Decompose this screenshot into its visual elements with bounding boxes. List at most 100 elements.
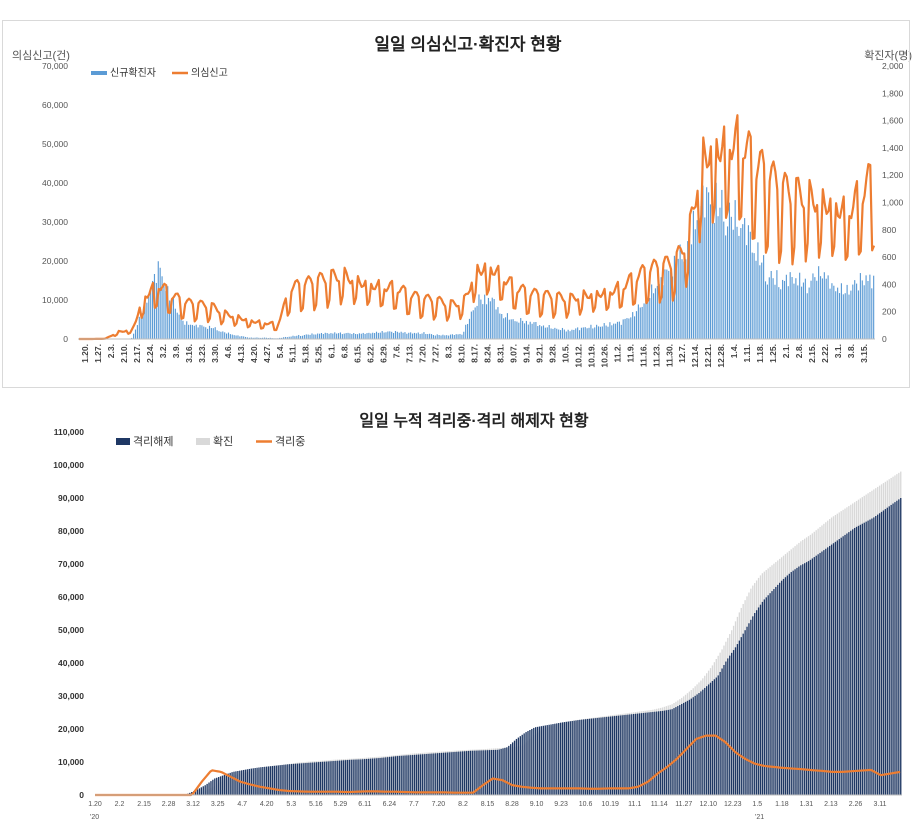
released-bar — [898, 499, 899, 795]
released-bar — [589, 719, 590, 795]
released-bar — [391, 757, 392, 795]
released-bar — [408, 755, 409, 795]
released-bar — [324, 762, 325, 795]
released-bar — [771, 591, 772, 795]
released-bar — [573, 721, 574, 795]
released-bar — [839, 539, 840, 795]
released-bar — [368, 759, 369, 795]
released-bar — [583, 719, 584, 795]
released-bar — [862, 524, 863, 795]
released-bar — [564, 722, 565, 795]
released-bar — [768, 595, 769, 795]
released-bar — [877, 515, 878, 795]
released-bar — [806, 562, 807, 795]
released-bar — [804, 563, 805, 795]
released-bar — [443, 753, 444, 795]
released-bar — [791, 572, 792, 795]
released-bar — [272, 766, 273, 795]
x-tick-label: 4.20 — [260, 801, 274, 808]
released-bar — [558, 723, 559, 795]
released-bar — [222, 776, 223, 795]
legend-label-isolated: 격리중 — [275, 435, 305, 448]
released-bar — [541, 726, 542, 795]
released-bar — [625, 715, 626, 795]
released-bar — [629, 714, 630, 795]
released-bar — [867, 521, 868, 795]
released-bar — [693, 697, 694, 795]
released-bar — [833, 543, 834, 795]
released-bar — [468, 751, 469, 795]
year-label-2021: '21 — [755, 814, 764, 821]
released-bar — [253, 768, 254, 795]
x-tick-label: 6.24 — [383, 801, 397, 808]
released-bar — [718, 675, 719, 795]
y-tick-label: 80,000 — [58, 526, 84, 536]
released-bar — [817, 554, 818, 795]
released-bar — [331, 761, 332, 795]
released-bar — [810, 560, 811, 795]
released-bar — [412, 755, 413, 795]
released-bar — [508, 746, 509, 795]
legend-swatch-released — [116, 438, 130, 445]
released-bar — [881, 512, 882, 795]
released-bar — [568, 722, 569, 795]
x-tick-label: 8.2 — [458, 801, 468, 808]
released-bar — [714, 679, 715, 795]
legend-swatch-confirmed — [196, 438, 210, 445]
chart-title: 일일 누적 격리중·격리 해제자 현황 — [359, 411, 588, 430]
released-bar — [760, 605, 761, 795]
released-bar — [639, 713, 640, 795]
released-bar — [841, 538, 842, 795]
released-bar — [670, 710, 671, 795]
released-bar — [602, 717, 603, 795]
released-bar — [827, 547, 828, 795]
released-bar — [550, 724, 551, 795]
released-bar — [543, 726, 544, 795]
released-bar — [274, 766, 275, 795]
released-bar — [675, 707, 676, 795]
released-bar — [218, 777, 219, 795]
released-bar — [842, 536, 843, 795]
released-bar — [769, 593, 770, 795]
x-tick-label: 10.19 — [601, 801, 619, 808]
y-tick-label: 20,000 — [58, 724, 84, 734]
released-bar — [199, 788, 200, 795]
released-bar — [260, 767, 261, 795]
released-bar — [201, 787, 202, 795]
x-tick-label: 4.7 — [237, 801, 247, 808]
released-bar — [377, 758, 378, 795]
released-bar — [606, 717, 607, 795]
released-bar — [435, 753, 436, 795]
quarantine-chart: 일일 누적 격리중·격리 해제자 현황 격리해제 확진 격리중 010,0002… — [0, 400, 915, 822]
released-bar — [383, 758, 384, 795]
released-bar — [666, 710, 667, 795]
x-tick-label: 5.16 — [309, 801, 323, 808]
released-bar — [779, 583, 780, 795]
released-bar — [679, 705, 680, 795]
released-bar — [314, 762, 315, 795]
released-bar — [466, 751, 467, 795]
released-bar — [794, 569, 795, 795]
released-bar — [618, 716, 619, 795]
released-bar — [744, 630, 745, 795]
released-bar — [301, 763, 302, 795]
released-bar — [608, 717, 609, 795]
released-bar — [395, 756, 396, 795]
released-bar — [585, 719, 586, 795]
released-bar — [883, 510, 884, 795]
released-bar — [531, 729, 532, 795]
released-bar — [387, 757, 388, 795]
released-bar — [631, 714, 632, 795]
released-bar — [310, 763, 311, 795]
released-bar — [481, 750, 482, 795]
released-bar — [224, 775, 225, 795]
released-bar — [900, 498, 901, 795]
released-bar — [474, 751, 475, 795]
released-bar — [696, 694, 697, 795]
released-bar — [894, 502, 895, 795]
released-bar — [800, 565, 801, 795]
released-bar — [235, 771, 236, 795]
released-bar — [464, 751, 465, 795]
released-bar — [581, 720, 582, 795]
released-bar — [270, 766, 271, 795]
